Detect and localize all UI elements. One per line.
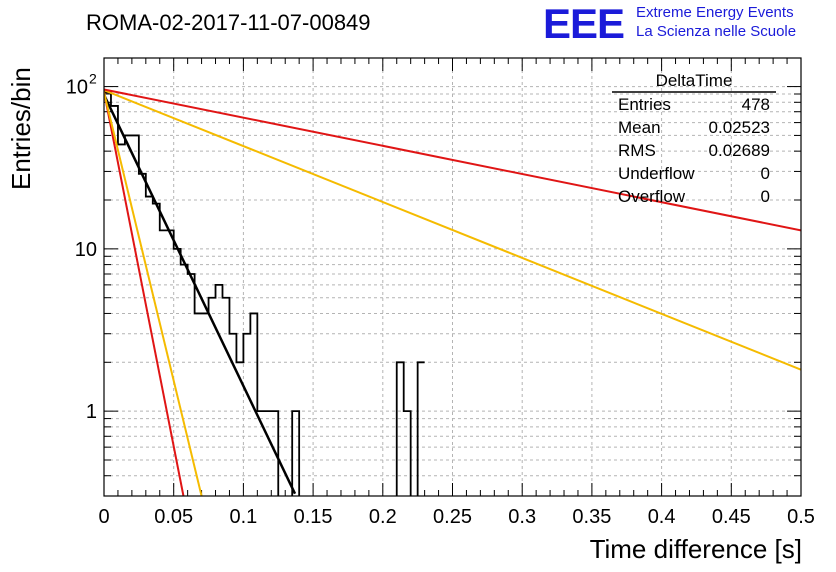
x-tick-label: 0.2 (369, 506, 397, 528)
y-tick-exponent: 2 (89, 71, 97, 87)
stats-label-underflow: Underflow (618, 164, 695, 183)
curve-red-slow (104, 88, 801, 232)
stats-value-overflow: 0 (761, 187, 770, 206)
x-tick-label: 0.5 (787, 506, 815, 528)
stats-value-mean: 0.02523 (709, 118, 770, 137)
stats-label-rms: RMS (618, 141, 656, 160)
stats-label-mean: Mean (618, 118, 661, 137)
y-tick-label: 10 (66, 77, 88, 99)
stats-label-overflow: Overflow (618, 187, 686, 206)
logo-line-2: La Scienza nelle Scuole (636, 23, 797, 40)
stats-box: DeltaTime Entries 478 Mean 0.02523 RMS 0… (612, 71, 776, 206)
stats-label-entries: Entries (618, 95, 671, 114)
stats-value-underflow: 0 (761, 164, 770, 183)
x-tick-label: 0.05 (154, 506, 193, 528)
curve-red-fast (104, 91, 185, 496)
curve-series (104, 88, 801, 496)
eee-logo: EEE (543, 0, 625, 47)
grid-lines (104, 58, 801, 497)
x-tick-label: 0.1 (229, 506, 257, 528)
x-axis-label: Time difference [s] (589, 534, 802, 564)
x-tick-labels: 0 0.05 0.1 0.15 0.2 0.25 0.3 0.35 0.4 0.45 0.5 (98, 506, 814, 528)
stats-name: DeltaTime (656, 71, 733, 90)
stats-value-entries: 478 (742, 95, 770, 114)
x-tick-label: 0.3 (508, 506, 536, 528)
curve-fit (104, 94, 297, 495)
y-tick-label: 10 (75, 239, 97, 261)
plot-frame (103, 57, 802, 497)
x-tick-label: 0.35 (572, 506, 611, 528)
curve-orange-slow (104, 89, 801, 371)
stats-value-rms: 0.02689 (709, 141, 770, 160)
logo-line-1: Extreme Energy Events (636, 4, 794, 21)
x-tick-label: 0 (98, 506, 109, 528)
x-tick-label: 0.45 (712, 506, 751, 528)
x-tick-label: 0.25 (433, 506, 472, 528)
curve-orange-fast (104, 92, 203, 496)
y-tick-label: 1 (86, 401, 97, 423)
x-tick-label: 0.4 (648, 506, 676, 528)
chart-title: ROMA-02-2017-11-07-00849 (86, 10, 371, 35)
x-tick-label: 0.15 (294, 506, 333, 528)
